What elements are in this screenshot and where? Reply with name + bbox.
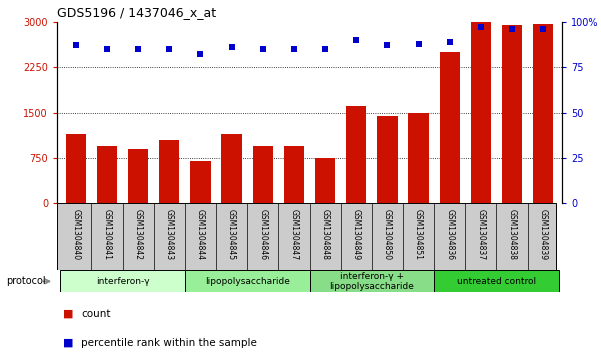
Text: count: count: [81, 309, 111, 319]
Point: [538, 26, 548, 32]
Text: interferon-γ: interferon-γ: [96, 277, 150, 286]
Bar: [185, 270, 310, 292]
Text: GSM1304841: GSM1304841: [102, 209, 111, 260]
Bar: [128, 149, 148, 203]
Point: [352, 37, 361, 43]
Text: GSM1304839: GSM1304839: [538, 209, 548, 260]
Point: [476, 24, 486, 30]
Bar: [97, 146, 117, 203]
Point: [413, 41, 423, 46]
Text: lipopolysaccharide: lipopolysaccharide: [205, 277, 290, 286]
Point: [227, 44, 236, 50]
Bar: [434, 270, 559, 292]
Text: GSM1304851: GSM1304851: [414, 209, 423, 260]
Text: GDS5196 / 1437046_x_at: GDS5196 / 1437046_x_at: [57, 6, 216, 19]
Point: [258, 46, 267, 52]
Point: [71, 42, 81, 48]
Point: [289, 46, 299, 52]
Text: ■: ■: [63, 338, 73, 348]
Point: [383, 42, 392, 48]
Bar: [533, 24, 554, 203]
Text: GSM1304843: GSM1304843: [165, 209, 174, 260]
Point: [196, 52, 206, 57]
Text: GSM1304838: GSM1304838: [508, 209, 517, 260]
Bar: [252, 146, 273, 203]
Bar: [159, 140, 180, 203]
Bar: [409, 113, 429, 203]
Bar: [439, 52, 460, 203]
Text: percentile rank within the sample: percentile rank within the sample: [81, 338, 257, 348]
Text: GSM1304847: GSM1304847: [290, 209, 299, 260]
Point: [102, 46, 112, 52]
Bar: [471, 22, 491, 203]
Text: ■: ■: [63, 309, 73, 319]
Text: untreated control: untreated control: [457, 277, 536, 286]
Text: GSM1304845: GSM1304845: [227, 209, 236, 260]
Bar: [66, 134, 86, 203]
Bar: [310, 270, 434, 292]
Text: interferon-γ +
lipopolysaccharide: interferon-γ + lipopolysaccharide: [329, 272, 414, 291]
Text: protocol: protocol: [6, 276, 46, 286]
Bar: [502, 25, 522, 203]
Point: [165, 46, 174, 52]
Bar: [377, 115, 397, 203]
Point: [320, 46, 330, 52]
Bar: [60, 270, 185, 292]
Text: GSM1304842: GSM1304842: [133, 209, 142, 260]
Text: GSM1304846: GSM1304846: [258, 209, 267, 260]
Bar: [346, 106, 367, 203]
Text: GSM1304840: GSM1304840: [72, 209, 81, 260]
Bar: [284, 146, 304, 203]
Text: GSM1304848: GSM1304848: [320, 209, 329, 260]
Point: [133, 46, 143, 52]
Point: [507, 26, 517, 32]
Bar: [315, 158, 335, 203]
Text: GSM1304850: GSM1304850: [383, 209, 392, 260]
Bar: [222, 134, 242, 203]
Text: GSM1304844: GSM1304844: [196, 209, 205, 260]
Text: GSM1304837: GSM1304837: [477, 209, 486, 260]
Text: GSM1304836: GSM1304836: [445, 209, 454, 260]
Bar: [191, 161, 210, 203]
Text: GSM1304849: GSM1304849: [352, 209, 361, 260]
Point: [445, 39, 454, 45]
